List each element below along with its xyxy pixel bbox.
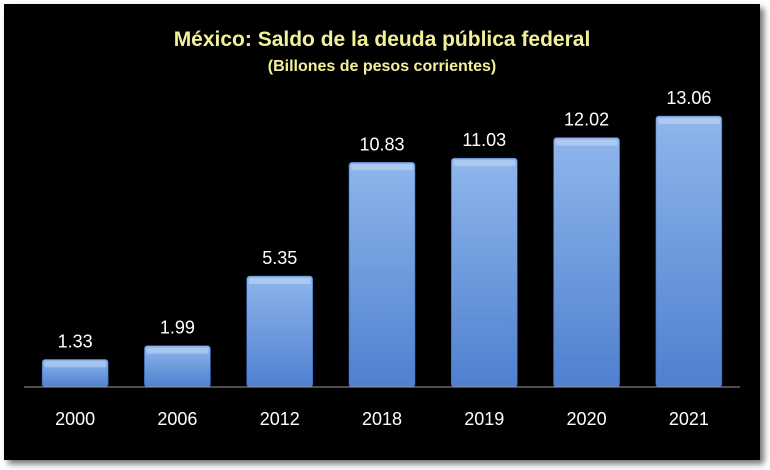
bar-chart: 1.33 2000 1.99 2006 5.35 2012 10.83 2018 11.03 20… [24, 88, 740, 429]
x-tick-label-2020: 2020 [567, 409, 607, 429]
bar-highlight-2019 [453, 160, 516, 167]
bar-2020 [553, 137, 620, 388]
data-label-2018: 10.83 [359, 134, 404, 154]
chart-subtitle: (Billones de pesos corrientes) [267, 58, 497, 75]
data-label-2021: 13.06 [666, 88, 711, 108]
chart-title: México: Saldo de la deuda pública federa… [173, 28, 591, 51]
bar-highlight-2020 [555, 139, 618, 146]
x-tick-label-2019: 2019 [464, 409, 504, 429]
bar-highlight-2006 [146, 347, 209, 354]
bar-highlight-2021 [657, 118, 720, 125]
x-tick-label-2000: 2000 [55, 409, 95, 429]
data-label-2012: 5.35 [262, 248, 297, 268]
bar-highlight-2000 [44, 361, 107, 368]
data-label-2006: 1.99 [160, 318, 195, 338]
data-label-2019: 11.03 [462, 130, 506, 150]
data-label-2020: 12.02 [564, 110, 609, 130]
bar-2012 [246, 275, 314, 388]
bar-2019 [450, 157, 518, 388]
bar-2021 [655, 115, 723, 388]
bar-highlight-2018 [351, 164, 413, 171]
data-label-2000: 1.33 [58, 331, 93, 351]
bar-highlight-2012 [248, 277, 311, 284]
chart-frame: México: Saldo de la deuda pública federa… [4, 4, 760, 460]
x-tick-label-2006: 2006 [157, 409, 197, 429]
x-tick-label-2018: 2018 [362, 409, 402, 429]
bar-2018 [348, 161, 416, 388]
x-tick-label-2021: 2021 [669, 409, 709, 429]
x-tick-label-2012: 2012 [260, 409, 300, 429]
